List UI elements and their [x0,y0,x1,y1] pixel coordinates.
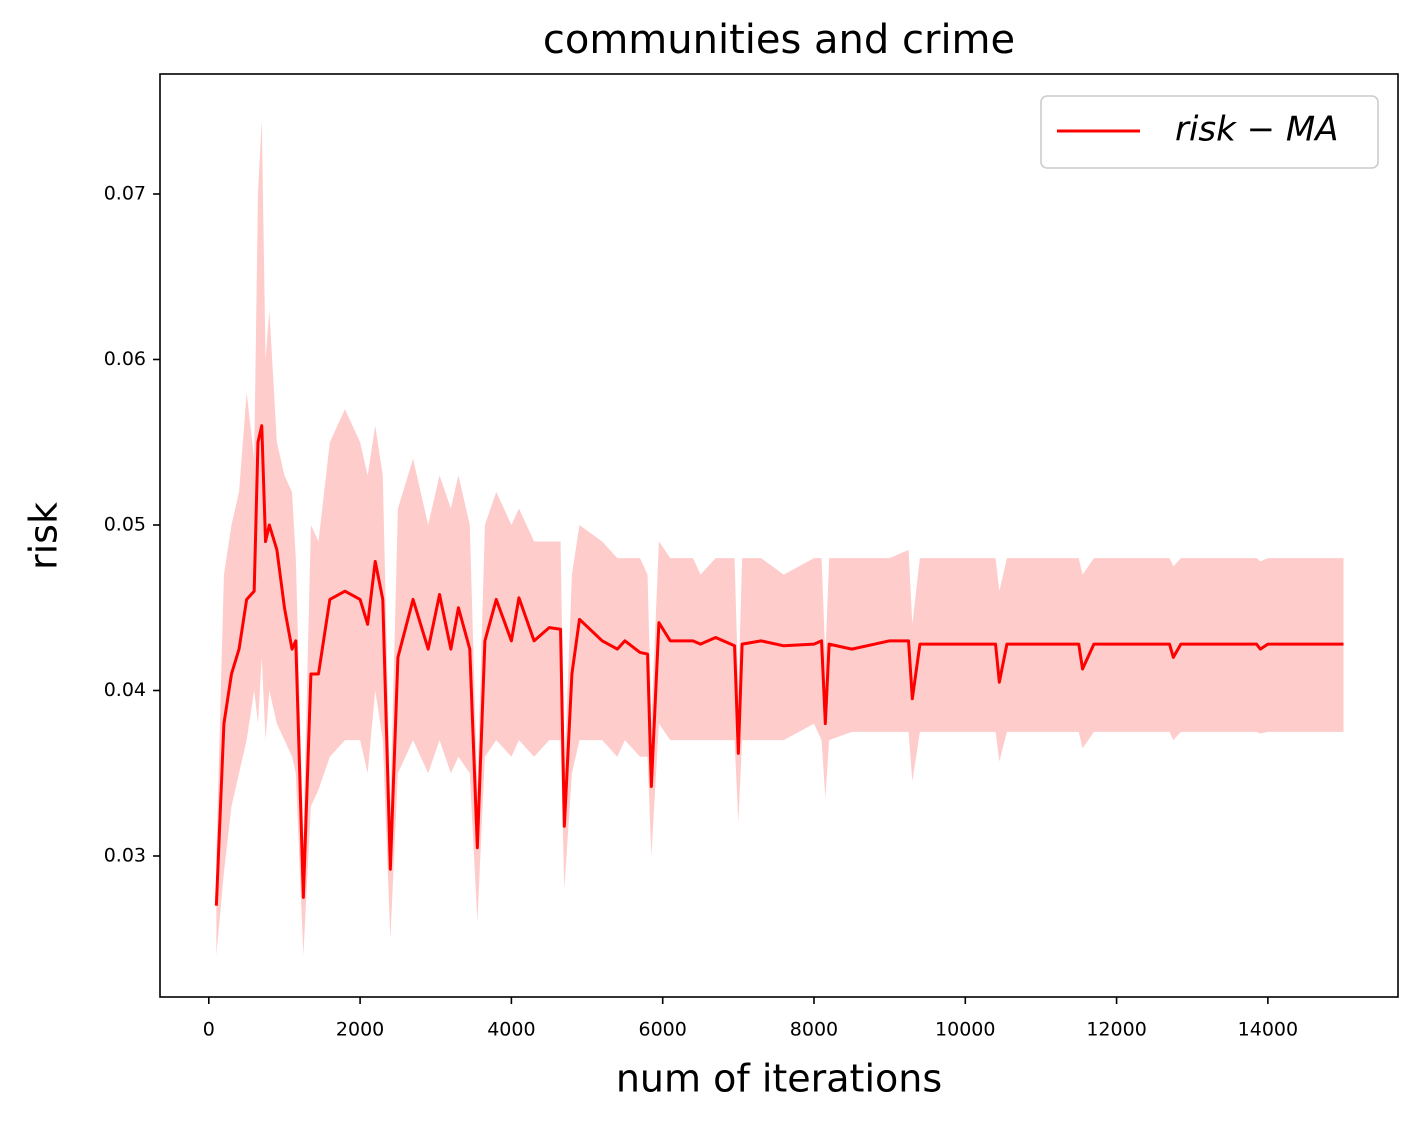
x-tick-label: 2000 [336,1019,384,1041]
confidence-band [216,119,1344,956]
x-tick-label: 12000 [1086,1019,1146,1041]
x-tick-label: 14000 [1238,1019,1298,1041]
plot-frame [159,73,1399,998]
x-axis-label: num of iterations [616,1057,942,1101]
x-tick-label: 10000 [935,1019,995,1041]
x-tick-label: 6000 [639,1019,687,1041]
legend-box [1040,95,1379,169]
x-tick-label: 0 [203,1019,215,1041]
y-tick-label: 0.05 [104,513,146,535]
y-tick-label: 0.03 [104,844,146,866]
y-axis-label: risk [22,502,66,570]
y-tick-label: 0.07 [104,182,146,204]
x-tick-label: 4000 [487,1019,535,1041]
chart-title: communities and crime [543,17,1015,63]
legend-label: risk − MA [1175,110,1339,150]
data-line [214,424,1344,906]
x-tick-label: 8000 [790,1019,838,1041]
y-tick-label: 0.04 [104,679,146,701]
y-tick-label: 0.06 [104,348,146,370]
